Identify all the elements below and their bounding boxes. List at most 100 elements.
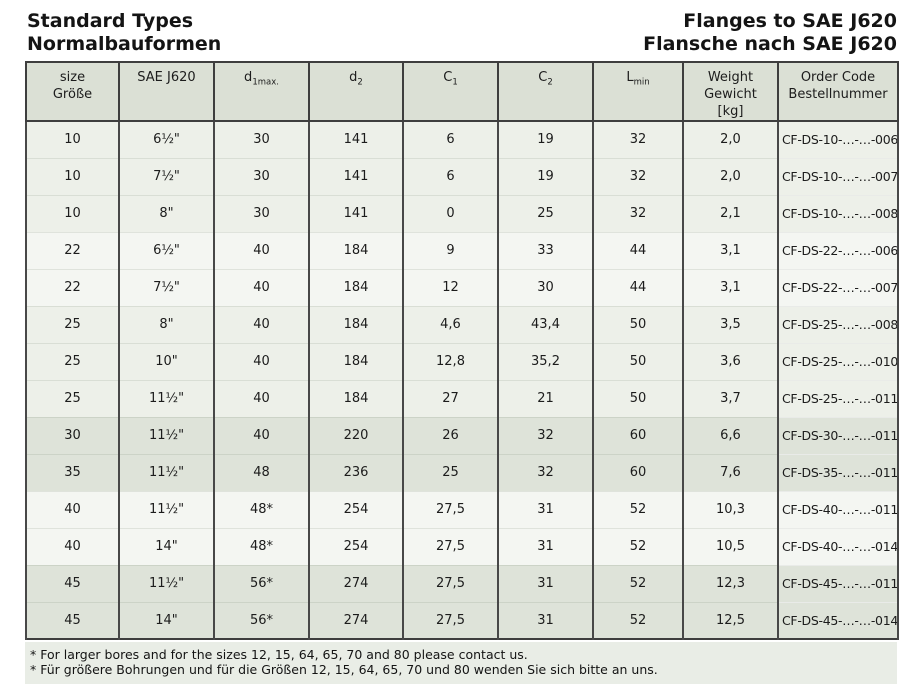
cell-sae-j620: 6½" [118, 121, 215, 158]
table-row: 30 11½" 40 220 26 32 60 6,6 CF-DS-30-…-…-011 [25, 416, 899, 454]
header-weight-unit: [kg] [717, 104, 744, 119]
cell-d1max: 56* [213, 564, 310, 602]
cell-sae-j620: 8" [118, 305, 215, 343]
header-order-en: Order Code [800, 70, 876, 85]
cell-c1: 6 [402, 121, 499, 158]
cell-d1max: 40 [213, 342, 310, 380]
table-row: 25 11½" 40 184 27 21 50 3,7 CF-DS-25-…-…-011 [25, 379, 899, 417]
page-title-en: Standard Types [27, 10, 194, 32]
cell-c1: 27,5 [402, 564, 499, 602]
table-header-row: size Größe SAE J620 d1max. d2 C1 C2 [25, 61, 899, 122]
cell-d2: 220 [308, 416, 404, 454]
cell-size: 10 [25, 121, 120, 158]
cell-weight-kg: 12,5 [682, 601, 779, 639]
cell-size: 25 [25, 342, 120, 380]
cell-order-code: CF-DS-45-…-…-011 [777, 564, 899, 602]
subject-title-en: Flanges to SAE J620 [683, 10, 897, 32]
cell-lmin: 60 [592, 416, 684, 454]
header-d1-base: d [244, 70, 253, 85]
table-row: 35 11½" 48 236 25 32 60 7,6 CF-DS-35-…-…-011 [25, 453, 899, 491]
cell-size: 10 [25, 194, 120, 232]
cell-c2: 33 [497, 231, 594, 269]
flange-spec-table: size Größe SAE J620 d1max. d2 C1 C2 [25, 61, 899, 640]
cell-order-code: CF-DS-25-…-…-008 [777, 305, 899, 343]
cell-lmin: 52 [592, 564, 684, 602]
cell-size: 45 [25, 601, 120, 639]
cell-lmin: 50 [592, 305, 684, 343]
cell-weight-kg: 2,0 [682, 121, 779, 158]
col-header-c1: C1 [402, 61, 499, 122]
cell-c2: 19 [497, 157, 594, 195]
header-size-en: size [59, 70, 86, 85]
cell-order-code: CF-DS-10-…-…-007 [777, 157, 899, 195]
cell-c2: 31 [497, 601, 594, 639]
header-order-de: Bestellnummer [788, 87, 888, 102]
cell-d2: 254 [308, 527, 404, 565]
cell-sae-j620: 11½" [118, 416, 215, 454]
cell-size: 22 [25, 268, 120, 306]
cell-d1max: 40 [213, 416, 310, 454]
table-row: 22 6½" 40 184 9 33 44 3,1 CF-DS-22-…-…-006 [25, 231, 899, 269]
page-title-de: Normalbauformen [27, 33, 222, 55]
cell-sae-j620: 6½" [118, 231, 215, 269]
cell-order-code: CF-DS-22-…-…-007 [777, 268, 899, 306]
cell-c1: 0 [402, 194, 499, 232]
header-c1-base: C [443, 70, 453, 85]
cell-c2: 32 [497, 453, 594, 491]
cell-d2: 184 [308, 342, 404, 380]
table-row: 10 7½" 30 141 6 19 32 2,0 CF-DS-10-…-…-007 [25, 157, 899, 195]
cell-d1max: 40 [213, 231, 310, 269]
col-header-weight: Weight Gewicht [kg] [682, 61, 779, 122]
cell-d1max: 48* [213, 490, 310, 528]
cell-sae-j620: 11½" [118, 379, 215, 417]
footnote-de: * Für größere Bohrungen und für die Größ… [30, 662, 658, 677]
cell-order-code: CF-DS-25-…-…-011 [777, 379, 899, 417]
cell-c1: 27 [402, 379, 499, 417]
cell-d2: 254 [308, 490, 404, 528]
table-row: 40 11½" 48* 254 27,5 31 52 10,3 CF-DS-40-…-…-011 [25, 490, 899, 528]
cell-c1: 27,5 [402, 527, 499, 565]
table-body: 10 6½" 30 141 6 19 32 2,0 CF-DS-10-…-…-006 10 7½" 3… [25, 121, 899, 639]
cell-order-code: CF-DS-45-…-…-014 [777, 601, 899, 639]
cell-lmin: 50 [592, 342, 684, 380]
cell-lmin: 32 [592, 157, 684, 195]
cell-c2: 30 [497, 268, 594, 306]
col-header-size: size Größe [25, 61, 120, 122]
header-c1-sub: 1 [452, 77, 458, 88]
cell-c2: 35,2 [497, 342, 594, 380]
cell-c1: 27,5 [402, 490, 499, 528]
cell-order-code: CF-DS-10-…-…-006 [777, 121, 899, 158]
cell-c1: 26 [402, 416, 499, 454]
cell-order-code: CF-DS-40-…-…-011 [777, 490, 899, 528]
table-row: 25 10" 40 184 12,8 35,2 50 3,6 CF-DS-25-…-…-010 [25, 342, 899, 380]
cell-sae-j620: 10" [118, 342, 215, 380]
cell-size: 40 [25, 527, 120, 565]
cell-d1max: 30 [213, 121, 310, 158]
cell-d1max: 40 [213, 268, 310, 306]
cell-lmin: 60 [592, 453, 684, 491]
table-row: 40 14" 48* 254 27,5 31 52 10,5 CF-DS-40-…-…-014 [25, 527, 899, 565]
cell-lmin: 52 [592, 601, 684, 639]
cell-d1max: 30 [213, 194, 310, 232]
cell-d2: 184 [308, 268, 404, 306]
cell-sae-j620: 7½" [118, 157, 215, 195]
table-row: 10 8" 30 141 0 25 32 2,1 CF-DS-10-…-…-008 [25, 194, 899, 232]
cell-size: 30 [25, 416, 120, 454]
cell-d1max: 48* [213, 527, 310, 565]
footnote-en: * For larger bores and for the sizes 12,… [30, 647, 528, 662]
cell-c1: 6 [402, 157, 499, 195]
cell-sae-j620: 7½" [118, 268, 215, 306]
cell-c1: 25 [402, 453, 499, 491]
cell-order-code: CF-DS-10-…-…-008 [777, 194, 899, 232]
cell-c2: 31 [497, 527, 594, 565]
table-row: 45 11½" 56* 274 27,5 31 52 12,3 CF-DS-45-…-…-011 [25, 564, 899, 602]
cell-weight-kg: 10,5 [682, 527, 779, 565]
cell-c2: 31 [497, 564, 594, 602]
cell-weight-kg: 2,0 [682, 157, 779, 195]
cell-lmin: 50 [592, 379, 684, 417]
title-right-block: Flanges to SAE J620 Flansche nach SAE J6… [643, 10, 897, 56]
cell-d1max: 40 [213, 379, 310, 417]
cell-d2: 274 [308, 564, 404, 602]
cell-c2: 32 [497, 416, 594, 454]
cell-lmin: 52 [592, 490, 684, 528]
